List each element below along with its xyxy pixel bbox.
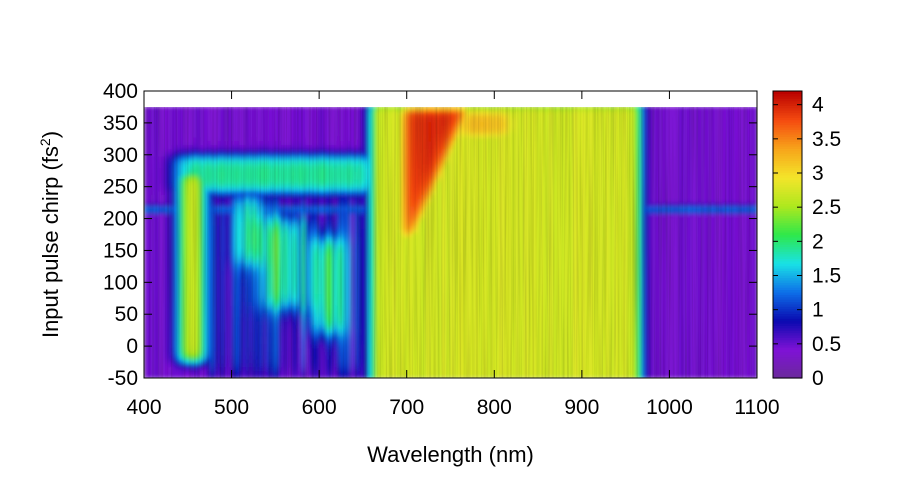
heatmap-image [144,106,757,378]
heatmap-plot-area [143,90,758,379]
